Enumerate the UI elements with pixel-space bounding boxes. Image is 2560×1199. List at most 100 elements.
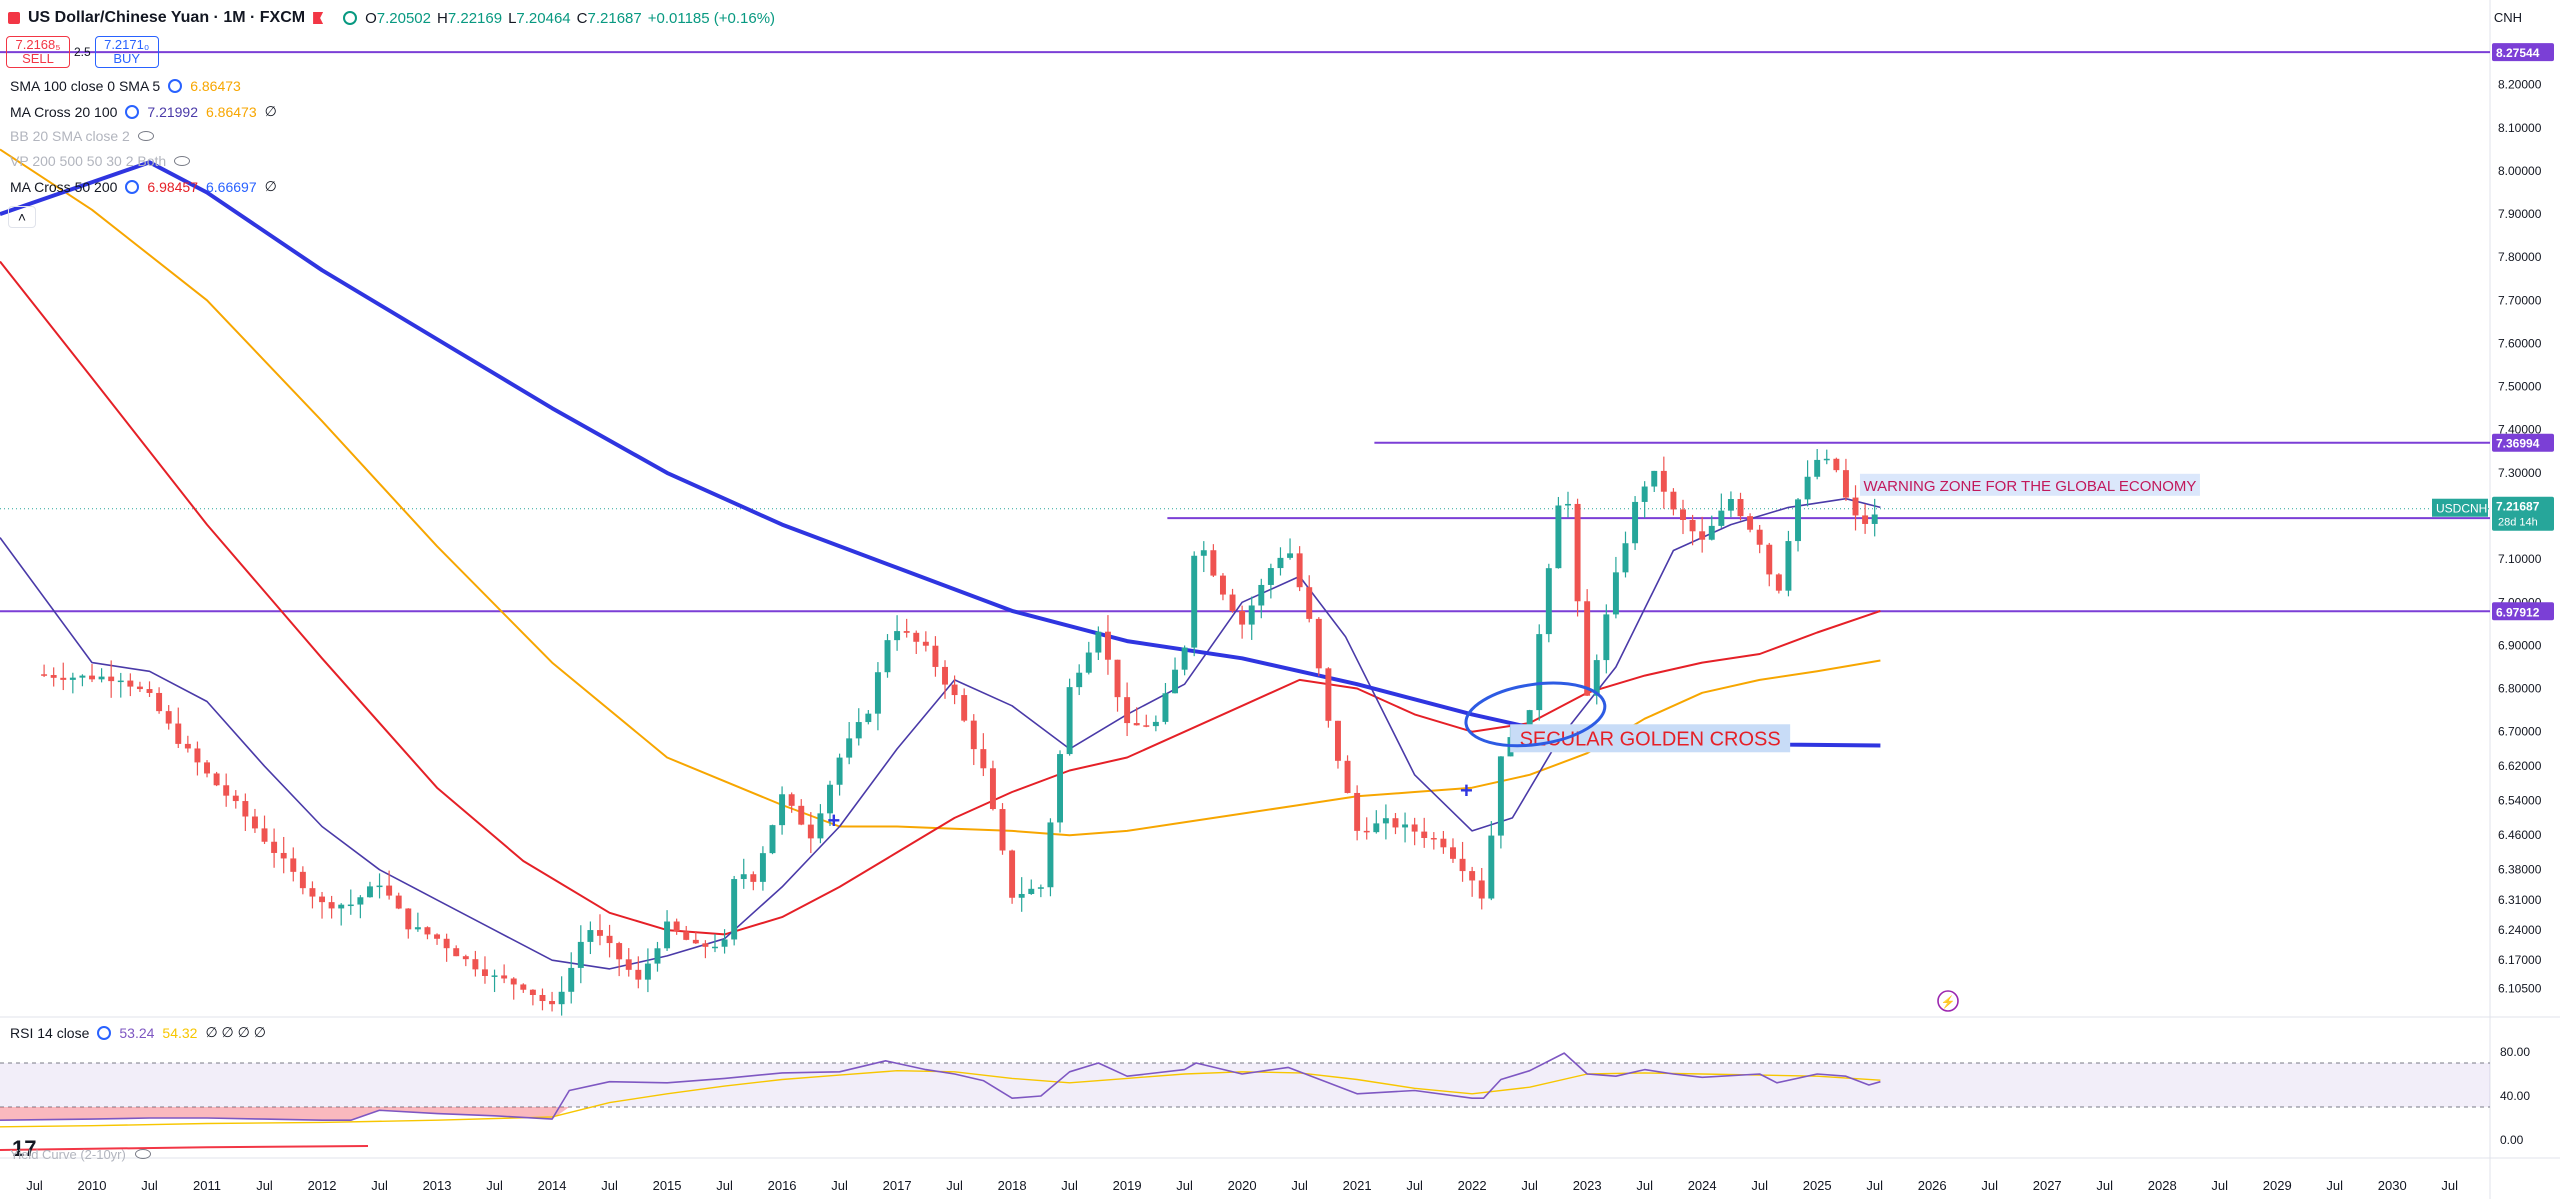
candle-up [79,675,86,678]
candle-down [1852,497,1859,516]
candle-down [213,773,220,786]
candle-down [1354,792,1361,831]
candle-down [1009,850,1016,898]
candle-up [731,879,738,940]
candle-down [1689,519,1696,532]
candle-down [1229,594,1236,611]
yield-curve-legend[interactable]: Yield Curve (2-10yr) [10,1147,152,1162]
high-value: 7.22169 [447,9,503,27]
tradingview-logo[interactable]: 17 [12,1136,37,1161]
candle-up [1545,568,1552,635]
price-level-tag [2492,433,2554,452]
candle-down [539,995,546,1002]
candle-up [1402,824,1409,828]
candle-up [1603,614,1610,661]
candle-down [424,927,431,935]
candle-up [1622,543,1629,573]
annotation-box [1510,724,1791,753]
y-tick-label: 8.00000 [2498,164,2542,178]
candle-up [1373,823,1380,833]
candle-up [491,975,498,977]
x-tick-label: Jul [141,1178,158,1193]
y-tick-label: 6.10500 [2498,981,2542,995]
chart-header: US Dollar/Chinese Yuan · 1M · FXCM O7.20… [0,0,775,36]
candle-down [1430,838,1437,840]
indicator-vp[interactable]: VP 200 500 50 30 2 Both [10,153,191,169]
candle-up [721,939,728,947]
settings-icon[interactable] [97,1025,112,1040]
candle-down [50,675,57,678]
candle-down [999,809,1006,851]
rsi-signal-value: 54.32 [162,1024,198,1041]
candle-up [338,904,345,909]
candle-down [127,680,134,687]
candle-down [165,711,172,724]
candle-up [827,784,833,814]
candle-up [1785,541,1792,591]
candle-up [98,676,105,680]
alert-flag-icon[interactable] [313,12,324,24]
indicator-sma100[interactable]: SMA 100 close 0 SMA 5 6.86473 [10,78,241,94]
candle-up [644,963,651,980]
x-tick-label: Jul [1061,1178,1078,1193]
candle-up [1057,754,1063,823]
candle-down [1392,818,1399,828]
x-tick-label: Jul [1866,1178,1883,1193]
indicator-bb[interactable]: BB 20 SMA close 2 [10,128,154,144]
candle-down [1133,723,1140,726]
low-value: 7.20464 [516,9,571,27]
candle-down [60,677,67,680]
x-tick-label: Jul [1751,1178,1768,1193]
candle-up [357,897,364,905]
hidden-eye-icon[interactable] [137,131,154,141]
symbol-title[interactable]: US Dollar/Chinese Yuan · 1M · FXCM [28,9,306,26]
candle-down [108,676,115,682]
candle-up [1727,499,1734,511]
candle-down [1344,760,1351,793]
ma50-line [0,260,1881,936]
settings-icon[interactable] [168,79,183,93]
candle-down [616,943,623,960]
symbol-tag-label: USDCNH [2436,502,2487,516]
buy-button[interactable]: 7.2171₀ BUY [94,36,159,68]
x-tick-label: 2027 [2033,1178,2062,1193]
candle-up [1526,710,1533,732]
x-tick-label: Jul [1406,1178,1423,1193]
candle-down [443,938,450,949]
candle-down [194,748,201,763]
indicator-ma-cross-20-100[interactable]: MA Cross 20 100 7.21992 6.86473 ∅ [10,103,277,120]
collapse-indicators-button[interactable]: ˄ [8,206,36,228]
candle-up [1277,557,1284,569]
hidden-eye-icon[interactable] [135,1149,152,1159]
x-tick-label: 2013 [423,1178,452,1193]
candle-down [242,801,249,817]
x-tick-label: 2022 [1458,1178,1487,1193]
hidden-eye-icon[interactable] [174,156,191,166]
settings-icon[interactable] [125,104,140,119]
candle-down [319,896,326,903]
sell-button[interactable]: 7.2168₅ SELL [6,36,70,68]
candle-down [702,943,709,947]
ma-cross-marker: + [827,808,840,833]
candle-down [510,978,517,985]
candle-up [1047,822,1054,888]
candle-down [520,984,527,990]
y-tick-label: 6.31000 [2498,893,2542,907]
settings-icon[interactable] [125,179,140,194]
candle-down [1334,720,1341,761]
indicator-ma-cross-50-200[interactable]: MA Cross 50 200 6.98457 6.66697 ∅ [10,178,277,195]
candle-down [932,645,939,667]
rsi-oversold-fill [0,1107,570,1121]
yield-curve-line [0,1145,369,1151]
candle-down [1210,550,1217,576]
candle-down [597,930,603,936]
candle-down [1842,470,1849,498]
price-level-value: 6.97912 [2496,605,2540,619]
candle-down [1862,515,1869,524]
x-tick-label: Jul [601,1178,618,1193]
candle-down [271,841,278,853]
rsi-legend[interactable]: RSI 14 close 53.24 54.32 ∅ ∅ ∅ ∅ [10,1024,266,1041]
candle-down [980,749,987,769]
candle-up [1018,893,1025,898]
